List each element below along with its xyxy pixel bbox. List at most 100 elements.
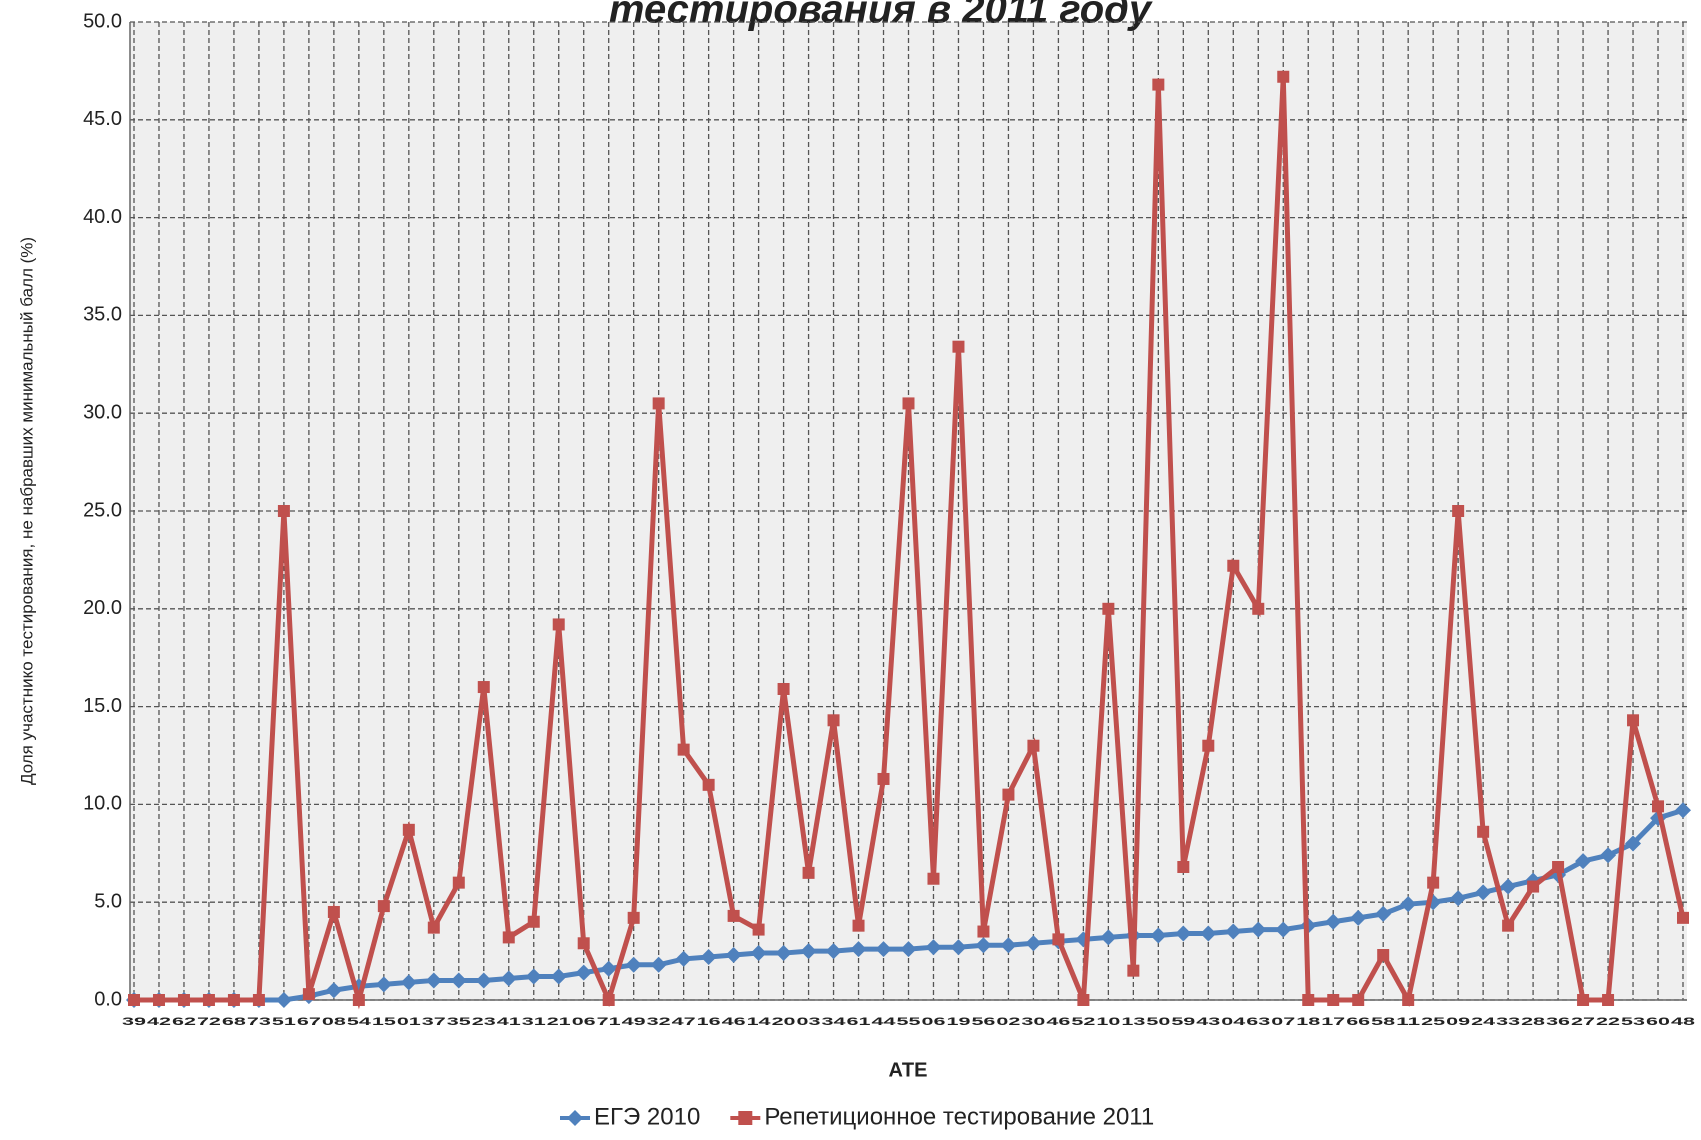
x-tick-label: 07 bbox=[1271, 1016, 1295, 1028]
data-point bbox=[825, 943, 842, 960]
x-tick-label: 47 bbox=[672, 1016, 696, 1028]
data-point bbox=[1152, 78, 1165, 91]
legend-marker bbox=[738, 1111, 753, 1125]
data-point bbox=[1400, 896, 1417, 913]
data-point bbox=[1225, 923, 1242, 940]
data-point bbox=[327, 905, 340, 918]
data-point bbox=[1652, 800, 1665, 813]
x-tick-label: 52 bbox=[1071, 1016, 1095, 1028]
data-point bbox=[477, 681, 490, 694]
x-tick-label: 58 bbox=[1371, 1016, 1395, 1028]
y-tick-label: 25.0 bbox=[83, 499, 122, 521]
data-point bbox=[500, 970, 517, 987]
y-tick-label: 0.0 bbox=[94, 988, 122, 1010]
data-point bbox=[700, 948, 717, 965]
x-tick-label: 16 bbox=[697, 1016, 721, 1028]
data-point bbox=[1625, 835, 1642, 852]
x-tick-label: 31 bbox=[522, 1016, 546, 1028]
data-point bbox=[775, 945, 792, 962]
data-point bbox=[727, 909, 740, 922]
x-tick-label: 59 bbox=[1171, 1016, 1195, 1028]
data-point bbox=[1002, 788, 1015, 801]
data-point bbox=[1477, 825, 1490, 838]
x-tick-label: 11 bbox=[1396, 1016, 1420, 1028]
data-point bbox=[177, 994, 190, 1006]
y-tick-label: 35.0 bbox=[83, 304, 122, 326]
data-point bbox=[475, 972, 492, 989]
data-point bbox=[1500, 878, 1517, 895]
x-tick-label: 63 bbox=[1246, 1016, 1270, 1028]
x-tick-label: 41 bbox=[497, 1016, 521, 1028]
data-point bbox=[952, 340, 965, 353]
data-point bbox=[128, 994, 140, 1006]
data-point bbox=[427, 921, 440, 934]
data-point bbox=[852, 919, 865, 932]
x-tick-label: 61 bbox=[847, 1016, 871, 1028]
data-point bbox=[702, 778, 715, 791]
data-point bbox=[1577, 994, 1590, 1006]
data-point bbox=[302, 988, 315, 1001]
data-point bbox=[627, 911, 640, 924]
x-tick-label: 33 bbox=[1496, 1016, 1520, 1028]
legend-marker bbox=[567, 1110, 583, 1126]
data-point bbox=[1627, 714, 1640, 727]
data-point bbox=[325, 982, 342, 999]
data-point bbox=[575, 964, 592, 981]
data-point bbox=[400, 974, 417, 991]
data-point bbox=[202, 994, 215, 1006]
data-point bbox=[227, 994, 240, 1006]
data-point bbox=[275, 992, 292, 1008]
data-point bbox=[1427, 876, 1440, 889]
data-point bbox=[402, 823, 415, 836]
x-tick-label: 28 bbox=[1521, 1016, 1545, 1028]
data-point bbox=[352, 994, 365, 1006]
data-point bbox=[1227, 559, 1240, 572]
chart-title: тестирования в 2011 году bbox=[609, 0, 1153, 32]
x-tick-label: 68 bbox=[222, 1016, 246, 1028]
x-tick-label: 25 bbox=[1421, 1016, 1445, 1028]
y-tick-label: 15.0 bbox=[83, 695, 122, 717]
data-point bbox=[1025, 935, 1042, 952]
data-point bbox=[1077, 994, 1090, 1006]
y-tick-label: 40.0 bbox=[83, 206, 122, 228]
x-tick-label: 55 bbox=[897, 1016, 921, 1028]
data-point bbox=[675, 950, 692, 967]
x-tick-label: 08 bbox=[322, 1016, 346, 1028]
data-point bbox=[1552, 860, 1565, 873]
y-axis-label: Доля участнико тестирования, не набравши… bbox=[17, 237, 36, 785]
y-tick-label: 50.0 bbox=[83, 10, 122, 32]
data-point bbox=[425, 972, 442, 989]
y-tick-label: 5.0 bbox=[94, 890, 122, 912]
data-point bbox=[752, 923, 765, 936]
data-point bbox=[1052, 933, 1065, 946]
data-point bbox=[1675, 802, 1691, 819]
data-point bbox=[1575, 853, 1592, 870]
x-tick-label: 54 bbox=[347, 1016, 373, 1028]
x-tick-label: 56 bbox=[971, 1016, 995, 1028]
data-point bbox=[152, 994, 165, 1006]
data-point bbox=[975, 937, 992, 954]
x-tick-label: 60 bbox=[1646, 1016, 1670, 1028]
data-point bbox=[1402, 994, 1415, 1006]
x-tick-label: 46 bbox=[1046, 1016, 1070, 1028]
data-point bbox=[602, 994, 615, 1006]
x-tick-label: 10 bbox=[1096, 1016, 1120, 1028]
x-tick-label: 32 bbox=[647, 1016, 671, 1028]
x-tick-label: 27 bbox=[1571, 1016, 1595, 1028]
x-tick-label: 22 bbox=[1596, 1016, 1620, 1028]
data-point bbox=[625, 956, 642, 973]
x-tick-label: 73 bbox=[247, 1016, 271, 1028]
data-point bbox=[900, 941, 917, 958]
x-tick-label: 14 bbox=[747, 1016, 773, 1028]
data-point bbox=[1677, 911, 1689, 924]
y-tick-label: 10.0 bbox=[83, 793, 122, 815]
data-point bbox=[1502, 919, 1515, 932]
data-point bbox=[1150, 927, 1167, 944]
x-tick-label: 46 bbox=[722, 1016, 746, 1028]
data-point bbox=[577, 937, 590, 950]
data-point bbox=[277, 505, 290, 517]
data-point bbox=[800, 943, 817, 960]
data-point bbox=[1377, 949, 1390, 962]
data-point bbox=[552, 618, 565, 631]
data-point bbox=[950, 939, 967, 956]
